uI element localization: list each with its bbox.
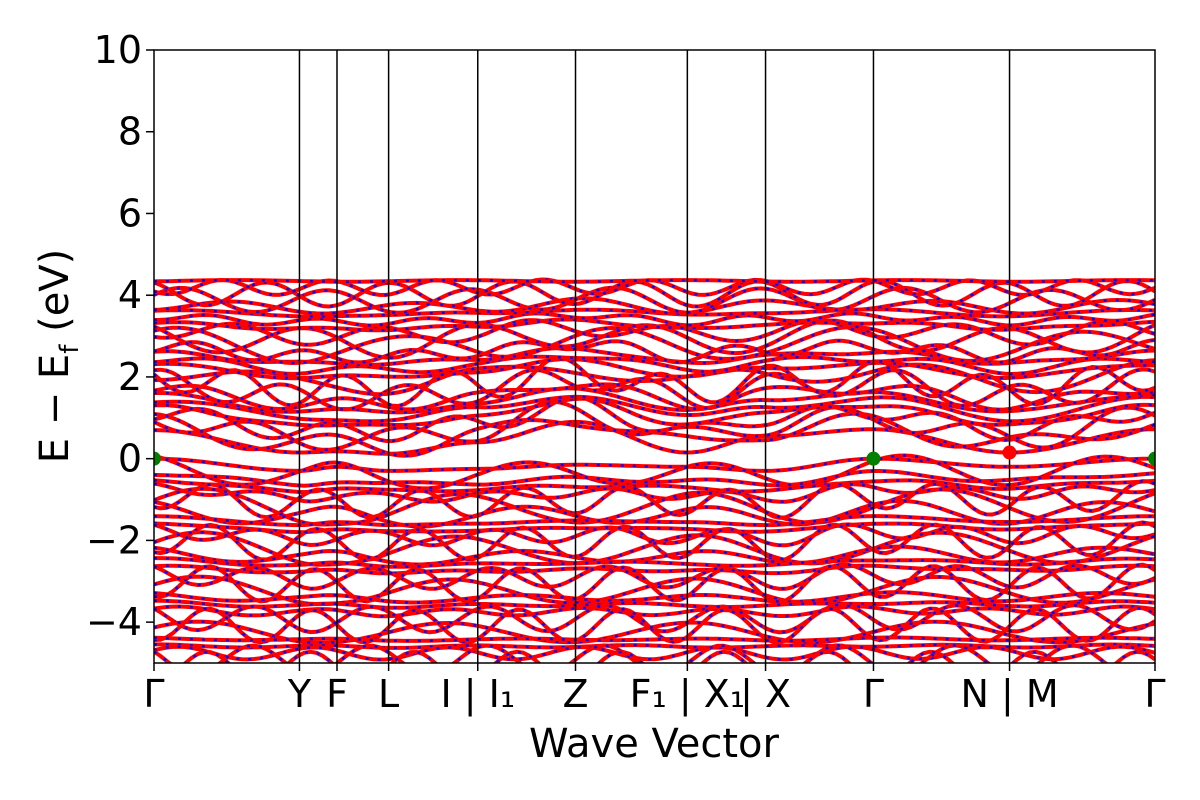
conduction-band-up (154, 312, 1155, 327)
x-axis-label: Wave Vector (529, 721, 780, 767)
valence-band-down (182, 649, 1155, 663)
markers-group (154, 445, 1155, 466)
valence-band-up (154, 482, 1155, 504)
kpoint-label: I | I₁ (440, 672, 515, 717)
kpoint-label: | X (740, 672, 791, 717)
valence-band-down (154, 598, 1155, 610)
valence-band-down (154, 456, 1155, 473)
kpoint-label: Γ (1144, 672, 1165, 716)
kpoint-label: L (378, 672, 399, 716)
vbm-marker (1148, 451, 1155, 466)
valence-band-down (154, 453, 1155, 491)
conduction-band-up (154, 355, 1155, 376)
kpoint-label: F₁ | X₁ (630, 672, 745, 717)
conduction-band-down (154, 324, 1155, 366)
valence-band-up (154, 603, 1155, 634)
y-tick-label: −2 (86, 518, 142, 562)
y-tick-label: 0 (118, 437, 142, 481)
plot-frame (153, 49, 1156, 664)
vbm-marker (866, 451, 881, 466)
conduction-band-down (154, 317, 1155, 333)
valence-band-down (154, 469, 1155, 488)
y-tick-label: 10 (94, 28, 142, 72)
conduction-band-up (154, 395, 1155, 423)
kpoint-label: Γ (863, 672, 884, 716)
conduction-band-down (154, 278, 1155, 284)
conduction-band-up (154, 412, 1155, 458)
y-tick-label: 4 (118, 273, 142, 317)
y-axis-label-main: E − E (32, 354, 78, 464)
kpoint-label: F (326, 672, 348, 716)
valence-band-down (154, 556, 1155, 569)
valence-band-down (154, 530, 1155, 567)
kpoint-label: N | M (960, 672, 1058, 717)
cbm-marker (1002, 445, 1017, 460)
valence-band-down (154, 590, 1155, 605)
valence-band-up (154, 645, 1155, 661)
conduction-band-up (154, 357, 1155, 380)
valence-band-up (154, 575, 1155, 606)
vbm-marker (154, 451, 161, 466)
svg-text:E − Ef (eV): E − Ef (eV) (32, 249, 85, 464)
y-tick-label: −4 (86, 600, 142, 644)
valence-band-up (154, 620, 1155, 645)
valence-band-up (154, 523, 1155, 547)
valence-band-up (154, 531, 1155, 566)
y-axis-label-sub: f (55, 344, 85, 354)
bands-group (154, 277, 1155, 663)
kpoint-label: Γ (143, 672, 164, 716)
conduction-band-up (154, 397, 1155, 427)
y-tick-label: 2 (118, 355, 142, 399)
valence-band-down (154, 604, 1155, 619)
conduction-band-up (154, 279, 1155, 308)
y-tick-label: 8 (118, 110, 142, 154)
conduction-band-up (154, 358, 1155, 396)
conduction-band-up (154, 420, 1155, 455)
valence-band-down (154, 635, 1155, 643)
valence-band-up (154, 487, 1155, 526)
y-ticks-group: −4 −2 0 2 4 6 8 10 (86, 28, 154, 644)
valence-band-down (154, 514, 1155, 528)
conduction-band-down (154, 346, 1155, 367)
kpoint-lines-group (298, 50, 1011, 663)
y-tick-label: 6 (118, 191, 142, 235)
y-axis-label: E − Ef (eV) (32, 249, 85, 464)
conduction-band-up (154, 286, 1155, 314)
valence-band-up (154, 545, 1155, 566)
y-axis-label-tail: (eV) (32, 249, 78, 345)
kpoint-label: Y (287, 672, 312, 716)
kpoint-label: Z (562, 672, 588, 716)
conduction-band-up (154, 387, 1155, 414)
